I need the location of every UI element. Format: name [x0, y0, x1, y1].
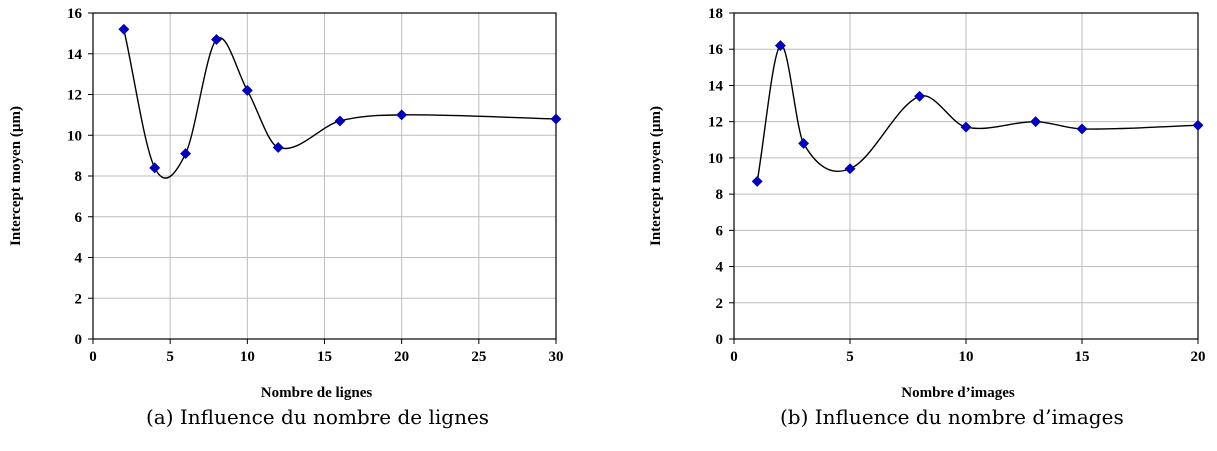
- y-tick-label: 8: [75, 169, 83, 185]
- y-axis-title: Intercept moyen (µm): [648, 106, 664, 246]
- data-point: [914, 90, 926, 102]
- data-point: [798, 137, 810, 149]
- series-curve: [756, 44, 1199, 182]
- y-tick-label: 14: [67, 47, 83, 63]
- y-tick-label: 2: [716, 296, 724, 312]
- y-tick-label: 0: [75, 332, 83, 348]
- x-tick-label: 30: [549, 349, 564, 365]
- chart-b-svg: 0 5 10 15 20 0 2 4 6 8 10 12 14 16 18 Nombre d’images In…: [648, 6, 1206, 401]
- data-point: [180, 148, 192, 160]
- data-point: [118, 23, 130, 35]
- y-tick-label: 14: [708, 78, 724, 94]
- caption-b: (b) Influence du nombre d’images: [780, 405, 1124, 429]
- data-points: [118, 23, 562, 174]
- y-tick-label: 18: [708, 6, 723, 22]
- tick-labels: 0 5 10 15 20 25 30 0 2 4 6 8 10 12 14 16: [67, 6, 564, 365]
- gridlines: [93, 13, 556, 339]
- y-tick-label: 16: [67, 6, 83, 22]
- data-point: [960, 121, 972, 133]
- y-tick-label: 6: [75, 210, 83, 226]
- data-point: [149, 162, 161, 174]
- data-point: [272, 142, 284, 153]
- x-tick-label: 0: [89, 349, 97, 365]
- x-tick-label: 10: [240, 349, 255, 365]
- data-point: [211, 34, 222, 45]
- data-point: [751, 176, 763, 187]
- x-tick-label: 20: [1191, 349, 1206, 365]
- data-point: [334, 115, 346, 127]
- y-tick-label: 8: [716, 187, 724, 203]
- data-point: [241, 85, 253, 96]
- x-tick-label: 20: [394, 349, 409, 365]
- y-tick-label: 6: [716, 223, 724, 239]
- data-point: [844, 163, 856, 175]
- y-tick-label: 10: [67, 128, 82, 144]
- x-tick-label: 15: [317, 349, 332, 365]
- y-tick-label: 16: [708, 42, 724, 58]
- x-tick-label: 5: [846, 349, 854, 365]
- chart-a-svg: 0 5 10 15 20 25 30 0 2 4 6 8 10 12 14 16 Nombre de ligne…: [8, 6, 564, 401]
- y-tick-label: 12: [708, 115, 723, 131]
- y-tick-label: 10: [708, 151, 723, 167]
- chart-panel-b: 0 5 10 15 20 0 2 4 6 8 10 12 14 16 18 Nombre d’images In…: [640, 0, 1217, 451]
- caption-a: (a) Influence du nombre de lignes: [146, 405, 490, 429]
- y-tick-label: 12: [67, 88, 82, 104]
- y-tick-label: 2: [75, 291, 83, 307]
- gridlines: [734, 13, 1198, 339]
- data-point: [1192, 119, 1204, 131]
- x-axis-title: Nombre de lignes: [261, 385, 373, 401]
- x-tick-label: 10: [959, 349, 974, 365]
- x-tick-label: 0: [730, 349, 738, 365]
- x-axis-title: Nombre d’images: [901, 385, 1015, 401]
- y-tick-label: 0: [716, 332, 724, 348]
- data-points: [751, 40, 1204, 187]
- data-point: [396, 109, 408, 121]
- x-tick-label: 5: [166, 349, 174, 365]
- y-axis-title: Intercept moyen (µm): [8, 106, 24, 246]
- data-point: [1030, 116, 1042, 128]
- data-point: [1076, 123, 1088, 135]
- tick-labels: 0 5 10 15 20 0 2 4 6 8 10 12 14 16 18: [708, 6, 1206, 365]
- data-point: [550, 113, 562, 125]
- x-tick-label: 25: [471, 349, 486, 365]
- chart-panel-a: 0 5 10 15 20 25 30 0 2 4 6 8 10 12 14 16 Nombre de ligne…: [0, 0, 600, 451]
- y-tick-label: 4: [75, 251, 83, 267]
- y-tick-label: 4: [716, 260, 724, 276]
- data-point: [774, 40, 786, 52]
- x-tick-label: 15: [1075, 349, 1090, 365]
